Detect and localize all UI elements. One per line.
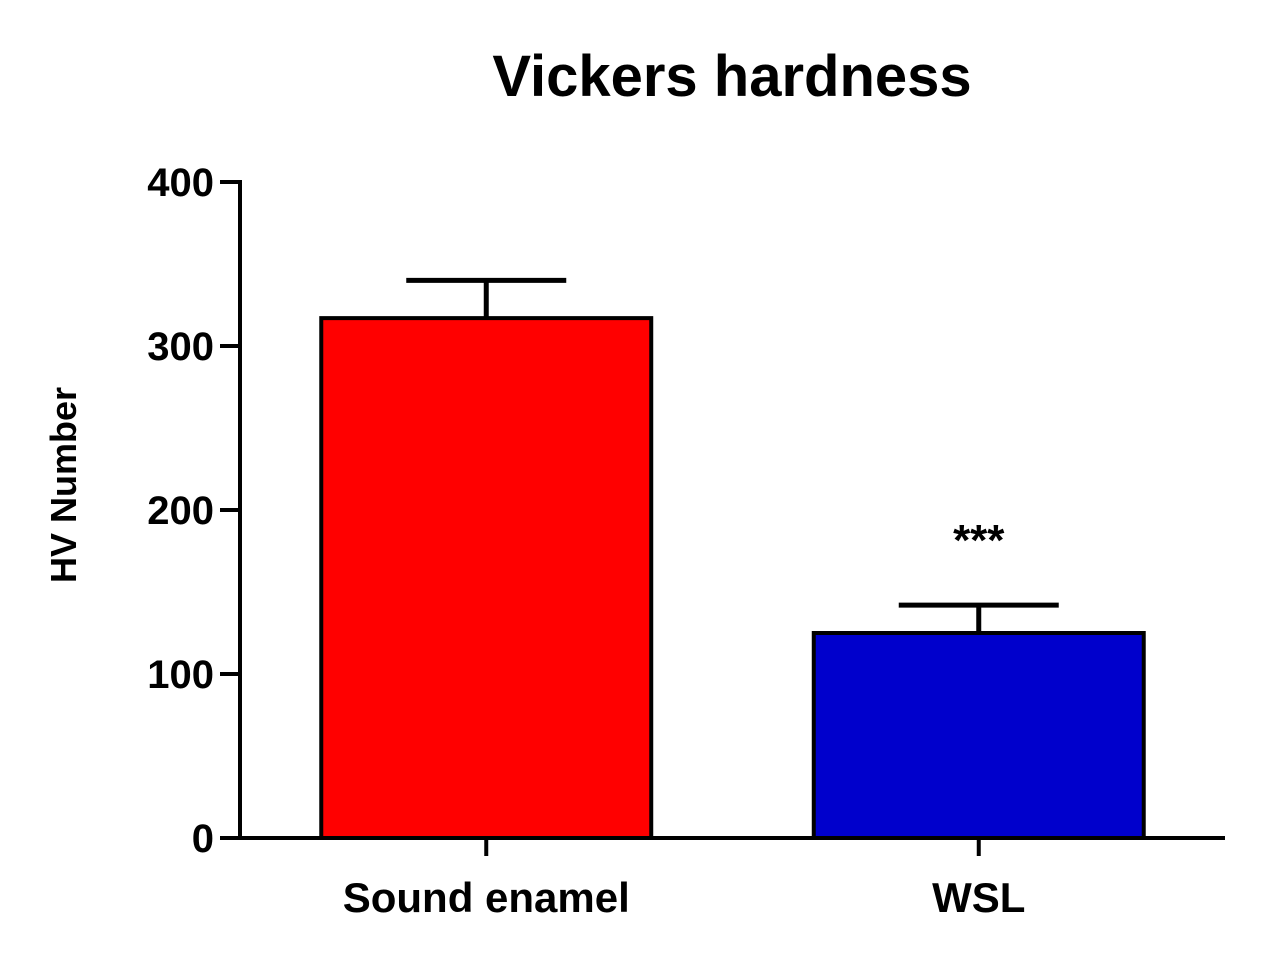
y-tick-label: 400 [147,161,214,205]
chart-title: Vickers hardness [492,44,971,109]
annotation: *** [953,516,1005,565]
x-tick-label: Sound enamel [343,874,630,921]
y-tick-label: 300 [147,325,214,369]
y-tick-label: 0 [192,817,214,861]
y-axis-label: HV Number [43,387,84,583]
y-tick-label: 200 [147,489,214,533]
x-tick-label: WSL [932,874,1025,921]
bar [811,631,1146,840]
y-tick-label: 100 [147,653,214,697]
bar [319,316,654,840]
